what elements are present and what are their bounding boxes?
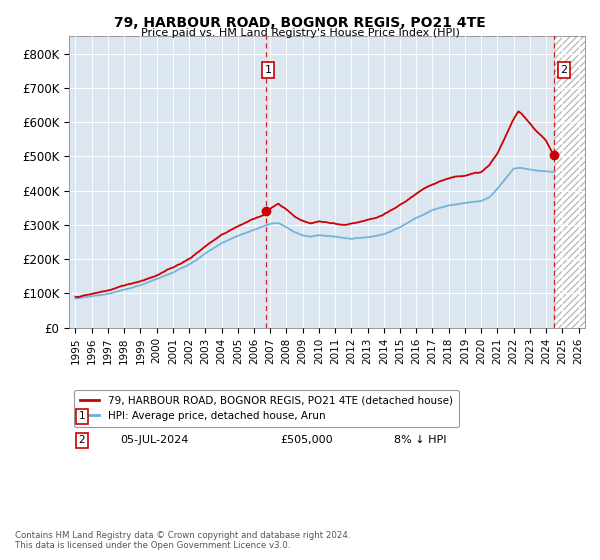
Text: 1: 1 bbox=[79, 412, 85, 422]
Text: Contains HM Land Registry data © Crown copyright and database right 2024.
This d: Contains HM Land Registry data © Crown c… bbox=[15, 530, 350, 550]
Text: £505,000: £505,000 bbox=[281, 435, 333, 445]
Text: 2: 2 bbox=[79, 435, 85, 445]
Text: £339,950: £339,950 bbox=[281, 412, 334, 422]
Text: 1: 1 bbox=[265, 65, 272, 75]
Text: 12% ↑ HPI: 12% ↑ HPI bbox=[394, 412, 454, 422]
Text: Price paid vs. HM Land Registry's House Price Index (HPI): Price paid vs. HM Land Registry's House … bbox=[140, 28, 460, 38]
Text: 22-SEP-2006: 22-SEP-2006 bbox=[121, 412, 191, 422]
Bar bbox=[554, 36, 585, 328]
Legend: 79, HARBOUR ROAD, BOGNOR REGIS, PO21 4TE (detached house), HPI: Average price, d: 79, HARBOUR ROAD, BOGNOR REGIS, PO21 4TE… bbox=[74, 390, 459, 427]
Text: 2: 2 bbox=[560, 65, 568, 75]
Text: 8% ↓ HPI: 8% ↓ HPI bbox=[394, 435, 446, 445]
Text: 05-JUL-2024: 05-JUL-2024 bbox=[121, 435, 189, 445]
Text: 79, HARBOUR ROAD, BOGNOR REGIS, PO21 4TE: 79, HARBOUR ROAD, BOGNOR REGIS, PO21 4TE bbox=[114, 16, 486, 30]
Bar bbox=[554, 36, 585, 328]
